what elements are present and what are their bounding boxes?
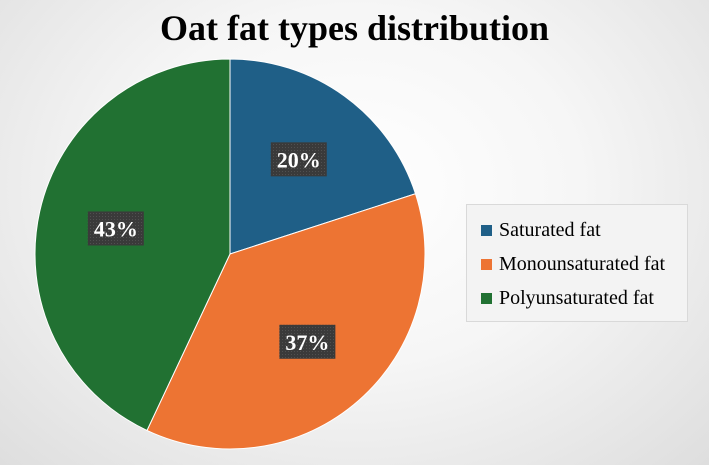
legend-label-polyunsaturated: Polyunsaturated fat [499, 286, 654, 309]
data-label-polyunsaturated: 43% [87, 211, 144, 246]
legend-label-saturated: Saturated fat [499, 218, 601, 241]
pie-slice-monounsaturated [146, 193, 426, 450]
data-label-text: 20% [277, 147, 321, 172]
legend-swatch-saturated [481, 224, 492, 236]
legend-item-monounsaturated: Monounsaturated fat [481, 247, 687, 281]
data-label-text: 43% [94, 216, 138, 241]
chart-title: Oat fat types distribution [159, 8, 550, 48]
data-label-background [270, 142, 327, 177]
data-label-text: 37% [285, 330, 329, 355]
legend-label-monounsaturated: Monounsaturated fat [499, 252, 666, 275]
legend-item-saturated: Saturated fat [481, 213, 687, 247]
legend-swatch-monounsaturated [481, 258, 492, 270]
legend: Saturated fat Monounsaturated fat Polyun… [466, 204, 688, 322]
data-label-background [87, 211, 144, 246]
data-label-background [279, 324, 336, 359]
legend-swatch-polyunsaturated [481, 292, 492, 304]
data-label-saturated: 20% [270, 142, 327, 177]
legend-item-polyunsaturated: Polyunsaturated fat [481, 281, 687, 315]
data-label-monounsaturated: 37% [279, 324, 336, 359]
